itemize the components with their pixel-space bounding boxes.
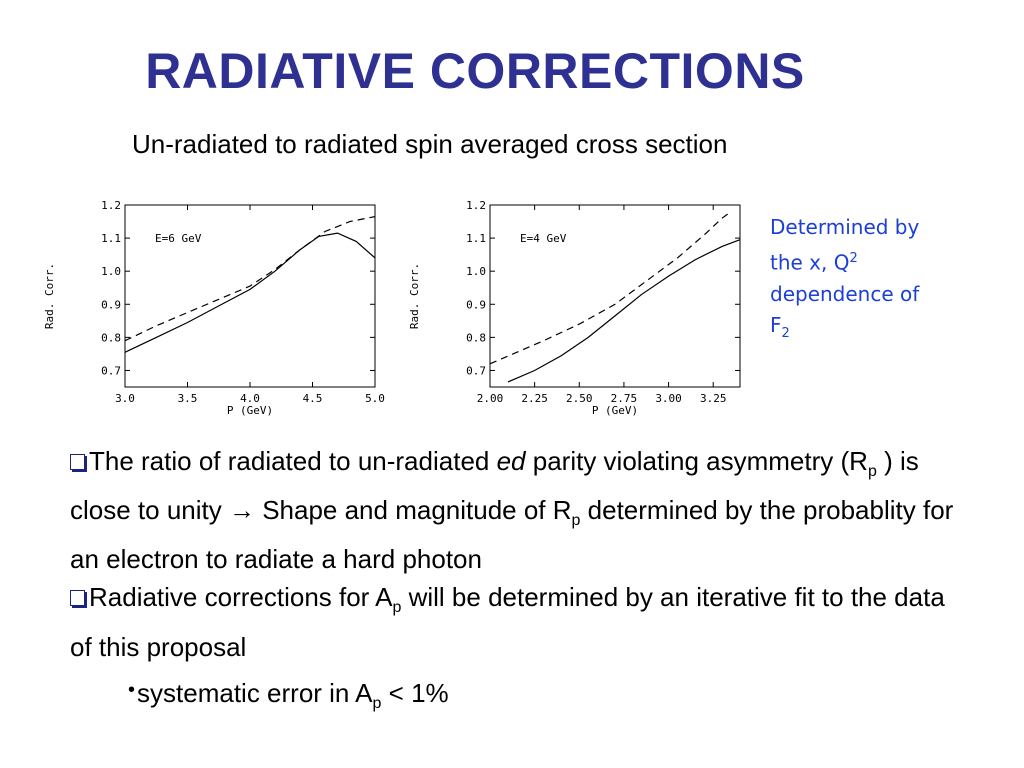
y-tick-label: 1.0 [101, 265, 121, 278]
paragraph-2: Radiative corrections for Ap will be det… [70, 582, 945, 662]
dashed-curve [124, 216, 376, 342]
chart-e6gev-svg: 3.0 3.5 4.0 4.5 5.0 0.7 0.8 0.9 1.0 1.1 1.2 P (GeV)… [43, 199, 385, 417]
x-tick-label: 2.50 [566, 392, 593, 405]
y-axis-label: Rad. Corr. [408, 263, 421, 329]
y-tick-label: 0.9 [101, 298, 121, 311]
chart-e4gev: 2.00 2.25 2.50 2.75 3.00 3.25 0.7 0.8 0.9 1.0 1.1 1… [405, 190, 785, 425]
x-tick-label: 3.25 [700, 392, 727, 405]
y-tick-label: 0.9 [466, 298, 486, 311]
note-line-4: F2 [770, 312, 790, 341]
body-text: The ratio of radiated to un-radiated ed … [70, 442, 970, 723]
chart-e4gev-svg: 2.00 2.25 2.50 2.75 3.00 3.25 0.7 0.8 0.9 1.0 1.1 1… [408, 199, 741, 417]
chart-e6gev: 3.0 3.5 4.0 4.5 5.0 0.7 0.8 0.9 1.0 1.1 1.2 P (GeV)… [40, 190, 420, 425]
x-tick-label: 2.00 [477, 392, 504, 405]
y-tick-label: 1.1 [466, 232, 486, 245]
bullet-item: •systematic error in Ap < 1% [128, 674, 970, 723]
x-tick-label: 3.00 [655, 392, 682, 405]
y-tick-label: 0.8 [101, 331, 121, 344]
solid-curve [124, 232, 376, 353]
x-axis-label: P (GeV) [592, 404, 638, 417]
y-tick-label: 0.8 [466, 331, 486, 344]
y-axis-label: Rad. Corr. [43, 263, 56, 329]
y-tick-label: 1.2 [466, 199, 486, 212]
y-tick-label: 1.1 [101, 232, 121, 245]
y-tick-label: 0.7 [101, 364, 121, 377]
y-tick-label: 0.7 [466, 364, 486, 377]
slide-title: RADIATIVE CORRECTIONS [145, 43, 805, 99]
chart-annotation: E=4 GeV [520, 232, 567, 245]
x-tick-label: 2.75 [611, 392, 638, 405]
side-note: Determined by the x, Q2 dependence of F2 [770, 212, 970, 349]
solid-curve [507, 239, 741, 383]
checkbox-bullet-icon [70, 590, 85, 607]
x-tick-label: 3.0 [115, 392, 135, 405]
plot-frame [489, 204, 741, 388]
bullet-dot-icon: • [128, 678, 136, 701]
checkbox-bullet-icon [70, 454, 85, 470]
dashed-curve [489, 211, 732, 365]
paragraph-1: The ratio of radiated to un-radiated ed … [70, 446, 954, 575]
chart-annotation: E=6 GeV [155, 232, 202, 245]
y-tick-label: 1.2 [101, 199, 121, 212]
note-line-2: the x, Q2 [770, 250, 858, 275]
x-tick-label: 5.0 [365, 392, 385, 405]
note-line-3: dependence of [770, 281, 920, 306]
x-tick-label: 2.25 [521, 392, 548, 405]
note-line-1: Determined by [770, 215, 920, 239]
slide-subtitle: Un-radiated to radiated spin averaged cr… [132, 129, 728, 159]
y-tick-label: 1.0 [466, 265, 486, 278]
x-tick-label: 4.0 [240, 392, 260, 405]
x-axis-label: P (GeV) [227, 404, 273, 417]
x-tick-label: 3.5 [178, 392, 198, 405]
x-tick-label: 4.5 [303, 392, 323, 405]
